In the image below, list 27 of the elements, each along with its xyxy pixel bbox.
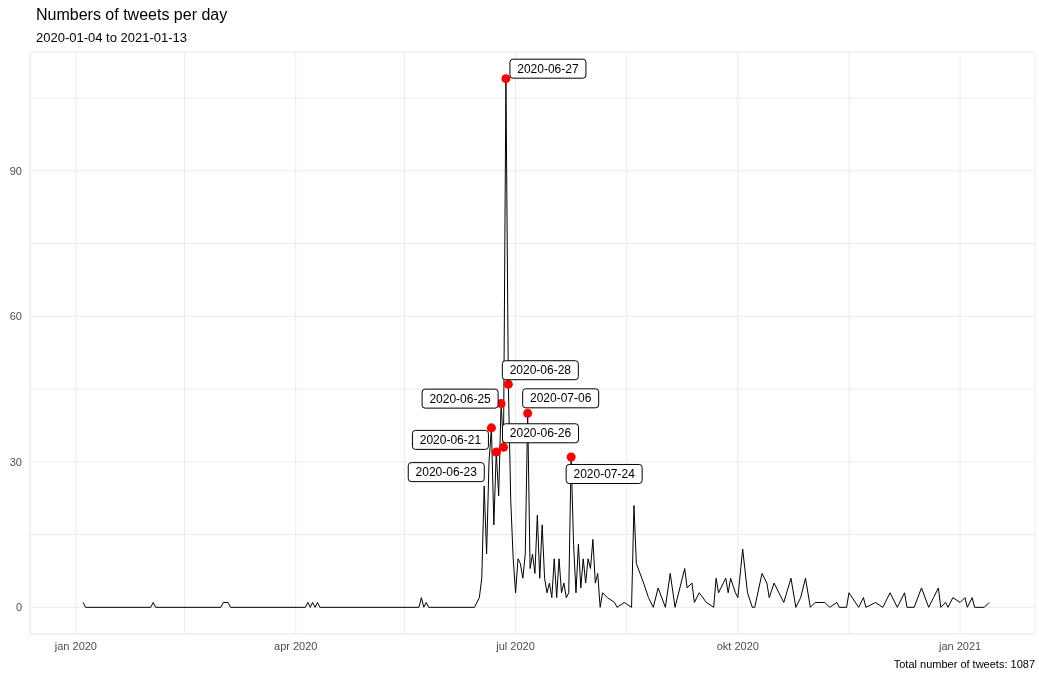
annotation: 2020-07-06 xyxy=(529,391,592,406)
point xyxy=(503,379,513,389)
y-tick-label: 60 xyxy=(9,310,22,323)
annotation: 2020-06-21 xyxy=(419,432,482,447)
point xyxy=(566,452,576,462)
y-tick-label: 30 xyxy=(9,455,22,468)
chart-title: Numbers of tweets per day xyxy=(36,6,228,24)
x-tick-label: jul 2020 xyxy=(495,639,535,652)
annotation: 2020-06-28 xyxy=(509,363,572,378)
annotation: 2020-07-24 xyxy=(573,466,636,481)
x-tick-label: okt 2020 xyxy=(716,639,759,652)
point xyxy=(501,74,511,84)
annotation: 2020-06-27 xyxy=(517,61,579,76)
x-tick-label: apr 2020 xyxy=(274,639,318,652)
chart-subtitle: 2020-01-04 to 2021-01-13 xyxy=(36,30,188,45)
annotation: 2020-06-25 xyxy=(429,391,492,406)
point xyxy=(491,447,501,457)
point xyxy=(486,423,496,433)
x-tick-label: jan 2020 xyxy=(53,639,98,652)
annotation: 2020-06-26 xyxy=(509,426,572,441)
point xyxy=(499,442,509,452)
annotation: 2020-06-23 xyxy=(415,465,478,480)
point xyxy=(523,408,533,418)
x-tick-label: jan 2021 xyxy=(938,639,982,652)
y-tick-label: 90 xyxy=(9,164,22,177)
text: Total number of tweets: 1087 xyxy=(893,658,1035,670)
y-tick-label: 0 xyxy=(15,601,22,614)
